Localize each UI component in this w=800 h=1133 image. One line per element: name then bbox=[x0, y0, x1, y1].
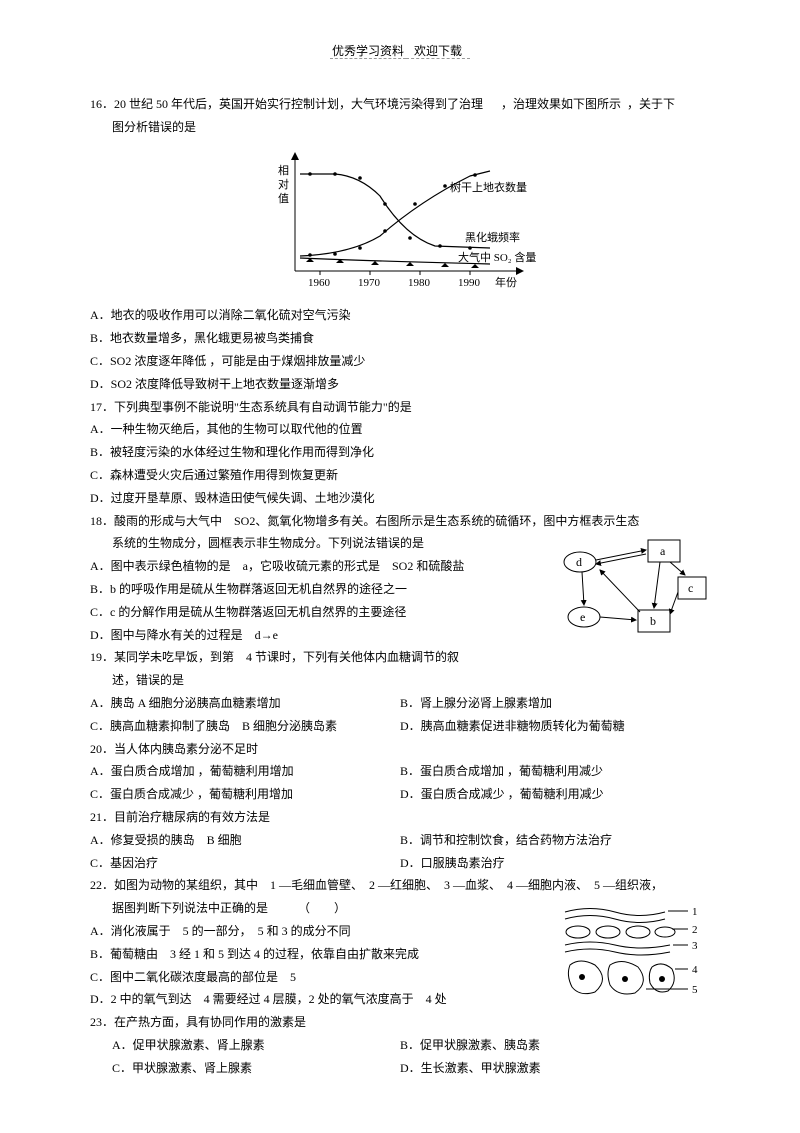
q20-C: C．蛋白质合成减少 ，葡萄糖利用增加 bbox=[90, 783, 400, 806]
q22-stem1: 22．如图为动物的某组织，其中 1 —毛细血管壁、 2 —红细胞、 3 —血浆、… bbox=[90, 874, 710, 897]
q16-chart: 相 对 值 1960 1970 1980 1990 年份 树干上地衣数量 黑化蛾… bbox=[90, 146, 710, 296]
header-left: 优秀学习资料 bbox=[330, 44, 406, 59]
svg-text:d: d bbox=[576, 555, 582, 569]
chart-ylabel3: 值 bbox=[278, 192, 289, 205]
svg-text:1: 1 bbox=[692, 906, 698, 918]
chart-ylabel1: 相 bbox=[278, 164, 289, 177]
q20-D: D．蛋白质合成减少 ，葡萄糖利用减少 bbox=[400, 783, 710, 806]
q20-B: B．蛋白质合成增加 ，葡萄糖利用减少 bbox=[400, 760, 710, 783]
q16-stem-line2: 图分析错误的是 bbox=[90, 116, 710, 139]
q18-figure: a c b d e bbox=[560, 532, 710, 642]
q19-B: B．肾上腺分泌肾上腺素增加 bbox=[400, 692, 710, 715]
svg-text:年份: 年份 bbox=[495, 275, 517, 289]
svg-text:4: 4 bbox=[692, 964, 698, 976]
q23-D: D．生长激素、甲状腺激素 bbox=[400, 1057, 710, 1080]
q19-stem1: 19．某同学未吃早饭，到第 4 节课时，下列有关他体内血糖调节的叙 bbox=[90, 646, 710, 669]
q23-B: B．促甲状腺激素、胰岛素 bbox=[400, 1034, 710, 1057]
q16-D: D．SO2 浓度降低导致树干上地衣数量逐渐增多 bbox=[90, 373, 710, 396]
q23-C: C．甲状腺激素、肾上腺素 bbox=[90, 1057, 400, 1080]
q23-A: A．促甲状腺激素、肾上腺素 bbox=[90, 1034, 400, 1057]
q21-B: B．调节和控制饮食，结合药物方法治疗 bbox=[400, 829, 710, 852]
svg-text:c: c bbox=[688, 581, 693, 595]
q16-B: B．地衣数量增多，黑化蛾更易被鸟类捕食 bbox=[90, 327, 710, 350]
q16-A: A．地衣的吸收作用可以消除二氧化硫对空气污染 bbox=[90, 304, 710, 327]
q20-A: A．蛋白质合成增加 ，葡萄糖利用增加 bbox=[90, 760, 400, 783]
q19-D: D．胰高血糖素促进非糖物质转化为葡萄糖 bbox=[400, 715, 710, 738]
page-header: 优秀学习资料欢迎下载 bbox=[90, 40, 710, 63]
svg-text:e: e bbox=[580, 610, 585, 624]
svg-text:1960: 1960 bbox=[308, 277, 331, 289]
q16-stem-line1: 16．20 世纪 50 年代后，英国开始实行控制计划，大气环境污染得到了治理，治… bbox=[90, 93, 710, 116]
q21-C: C．基因治疗 bbox=[90, 852, 400, 875]
q17-D: D．过度开垦草原、毁林造田使气候失调、土地沙漠化 bbox=[90, 487, 710, 510]
svg-text:a: a bbox=[660, 544, 666, 558]
svg-text:大气中 SO₂ 含量: 大气中 SO₂ 含量 bbox=[458, 250, 536, 264]
svg-text:1980: 1980 bbox=[408, 277, 431, 289]
svg-text:b: b bbox=[650, 614, 656, 628]
q19-stem2: 述，错误的是 bbox=[90, 669, 710, 692]
q18-stem1: 18．酸雨的形成与大气中 SO2、氮氧化物增多有关。右图所示是生态系统的硫循环，… bbox=[90, 510, 710, 533]
q21-stem: 21．目前治疗糖尿病的有效方法是 bbox=[90, 806, 710, 829]
svg-text:树干上地衣数量: 树干上地衣数量 bbox=[450, 180, 527, 194]
svg-text:2: 2 bbox=[692, 924, 698, 936]
q17-A: A．一种生物灭绝后，其他的生物可以取代他的位置 bbox=[90, 418, 710, 441]
svg-text:1990: 1990 bbox=[458, 277, 481, 289]
q23-stem: 23．在产热方面，具有协同作用的激素是 bbox=[90, 1011, 710, 1034]
svg-text:3: 3 bbox=[692, 940, 698, 952]
q17-stem: 17．下列典型事例不能说明"生态系统具有自动调节能力"的是 bbox=[90, 396, 710, 419]
q20-stem: 20．当人体内胰岛素分泌不足时 bbox=[90, 738, 710, 761]
q17-B: B．被轻度污染的水体经过生物和理化作用而得到净化 bbox=[90, 441, 710, 464]
q19-C: C．胰高血糖素抑制了胰岛 B 细胞分泌胰岛素 bbox=[90, 715, 400, 738]
svg-text:1970: 1970 bbox=[358, 277, 381, 289]
chart-ylabel2: 对 bbox=[278, 177, 289, 191]
header-right: 欢迎下载 bbox=[406, 44, 470, 59]
q17-C: C．森林遭受火灾后通过繁殖作用得到恢复更新 bbox=[90, 464, 710, 487]
svg-text:黑化蛾频率: 黑化蛾频率 bbox=[465, 230, 520, 244]
svg-text:5: 5 bbox=[692, 984, 698, 996]
q21-A: A．修复受损的胰岛 B 细胞 bbox=[90, 829, 400, 852]
q19-A: A．胰岛 A 细胞分泌胰高血糖素增加 bbox=[90, 692, 400, 715]
q16-C: C．SO2 浓度逐年降低 ，可能是由于煤烟排放量减少 bbox=[90, 350, 710, 373]
q21-D: D．口服胰岛素治疗 bbox=[400, 852, 710, 875]
q22-figure: 1 2 3 4 5 bbox=[560, 897, 710, 1007]
